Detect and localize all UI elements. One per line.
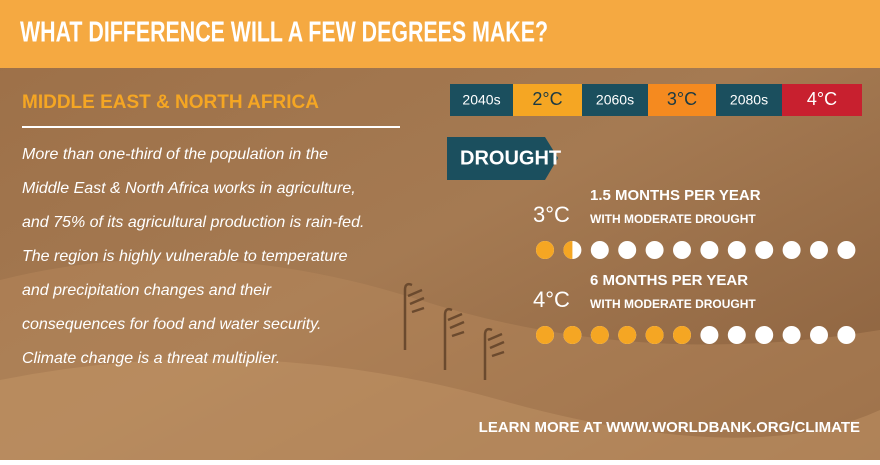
row-label: 1.5 MONTHS PER YEAR: [590, 187, 761, 204]
paragraph-line: and precipitation changes and their: [22, 282, 272, 299]
month-dot: [782, 241, 801, 259]
wheat-illustration: [403, 282, 505, 380]
region-title: MIDDLE EAST & NORTH AFRICA: [22, 92, 319, 113]
dot-base: [590, 241, 609, 259]
section-tag: [447, 137, 558, 180]
dot-half: [563, 241, 573, 259]
month-dot: [673, 241, 691, 259]
paragraph-line: The region is highly vulnerable to tempe…: [22, 248, 348, 265]
dot-base: [727, 241, 746, 259]
temp-cell: [513, 84, 582, 116]
temp-label: 4°C: [807, 89, 837, 109]
drought-rows: 3°C 1.5 MONTHS PER YEAR WITH MODERATE DROU…: [533, 187, 856, 344]
dot-fill: [536, 326, 554, 344]
dot-base: [837, 326, 856, 344]
month-dot: [536, 241, 554, 259]
month-dot: [727, 241, 746, 259]
month-dot: [590, 326, 609, 344]
dot-base: [673, 241, 691, 259]
row-temp: 3°C: [533, 202, 570, 227]
dot-base: [782, 241, 801, 259]
month-dot: [837, 326, 856, 344]
paragraph-line: consequences for food and water security…: [22, 316, 321, 333]
dot-fill: [536, 241, 554, 259]
temp-label: 2°C: [532, 89, 562, 109]
dune: [0, 359, 880, 460]
decade-cell: [582, 84, 648, 116]
row-sublabel: WITH MODERATE DROUGHT: [590, 297, 756, 311]
dot-base: [810, 241, 828, 259]
month-dot: [700, 241, 719, 259]
month-dot: [618, 241, 637, 259]
dot-base: [837, 241, 856, 259]
temp-label: 3°C: [667, 89, 697, 109]
dot-base: [810, 326, 828, 344]
dot-base: [782, 326, 801, 344]
decade-label: 2080s: [730, 92, 768, 108]
dot-base: [618, 241, 637, 259]
section-title: DROUGHT: [460, 147, 561, 169]
month-dot: [782, 326, 801, 344]
dot-fill: [563, 326, 582, 344]
month-dot: [755, 241, 774, 259]
dot-fill: [618, 326, 637, 344]
month-dot: [563, 241, 582, 259]
dot-fill: [673, 326, 691, 344]
dot-base: [645, 241, 664, 259]
dot-fill: [590, 326, 609, 344]
month-dot: [645, 326, 664, 344]
month-dot: [837, 241, 856, 259]
month-dot: [810, 326, 828, 344]
month-dot: [645, 241, 664, 259]
month-dot: [590, 241, 609, 259]
paragraph-line: More than one-third of the population in…: [22, 146, 328, 163]
month-dot: [810, 241, 828, 259]
decade-cell: [450, 84, 513, 116]
month-dot: [536, 326, 554, 344]
paragraph-line: Climate change is a threat multiplier.: [22, 350, 280, 367]
temp-cell: [648, 84, 716, 116]
month-dot: [755, 326, 774, 344]
row-temp: 4°C: [533, 287, 570, 312]
month-dot: [727, 326, 746, 344]
paragraph-line: Middle East & North Africa works in agri…: [22, 180, 356, 197]
temp-cell: [782, 84, 862, 116]
dot-base: [700, 241, 719, 259]
row-sublabel: WITH MODERATE DROUGHT: [590, 212, 756, 226]
dot-fill: [645, 326, 664, 344]
footer-link: LEARN MORE AT WWW.WORLDBANK.ORG/CLIMATE: [479, 419, 860, 436]
month-dot: [618, 326, 637, 344]
decade-label: 2060s: [596, 92, 634, 108]
paragraph: More than one-third of the population in…: [22, 146, 364, 367]
dot-base: [700, 326, 719, 344]
dot-base: [727, 326, 746, 344]
month-dot: [673, 326, 691, 344]
header-bar: [0, 0, 880, 68]
row-label: 6 MONTHS PER YEAR: [590, 272, 748, 289]
paragraph-line: and 75% of its agricultural production i…: [22, 214, 364, 231]
month-dot: [563, 326, 582, 344]
month-dot: [700, 326, 719, 344]
dune: [0, 259, 880, 460]
decade-label: 2040s: [462, 92, 500, 108]
dot-base: [755, 326, 774, 344]
dot-base: [755, 241, 774, 259]
timeline: 2040s 2°C 2060s 3°C 2080s 4°C: [450, 84, 862, 116]
title: WHAT DIFFERENCE WILL A FEW DEGREES MAKE?: [20, 17, 548, 49]
decade-cell: [716, 84, 782, 116]
